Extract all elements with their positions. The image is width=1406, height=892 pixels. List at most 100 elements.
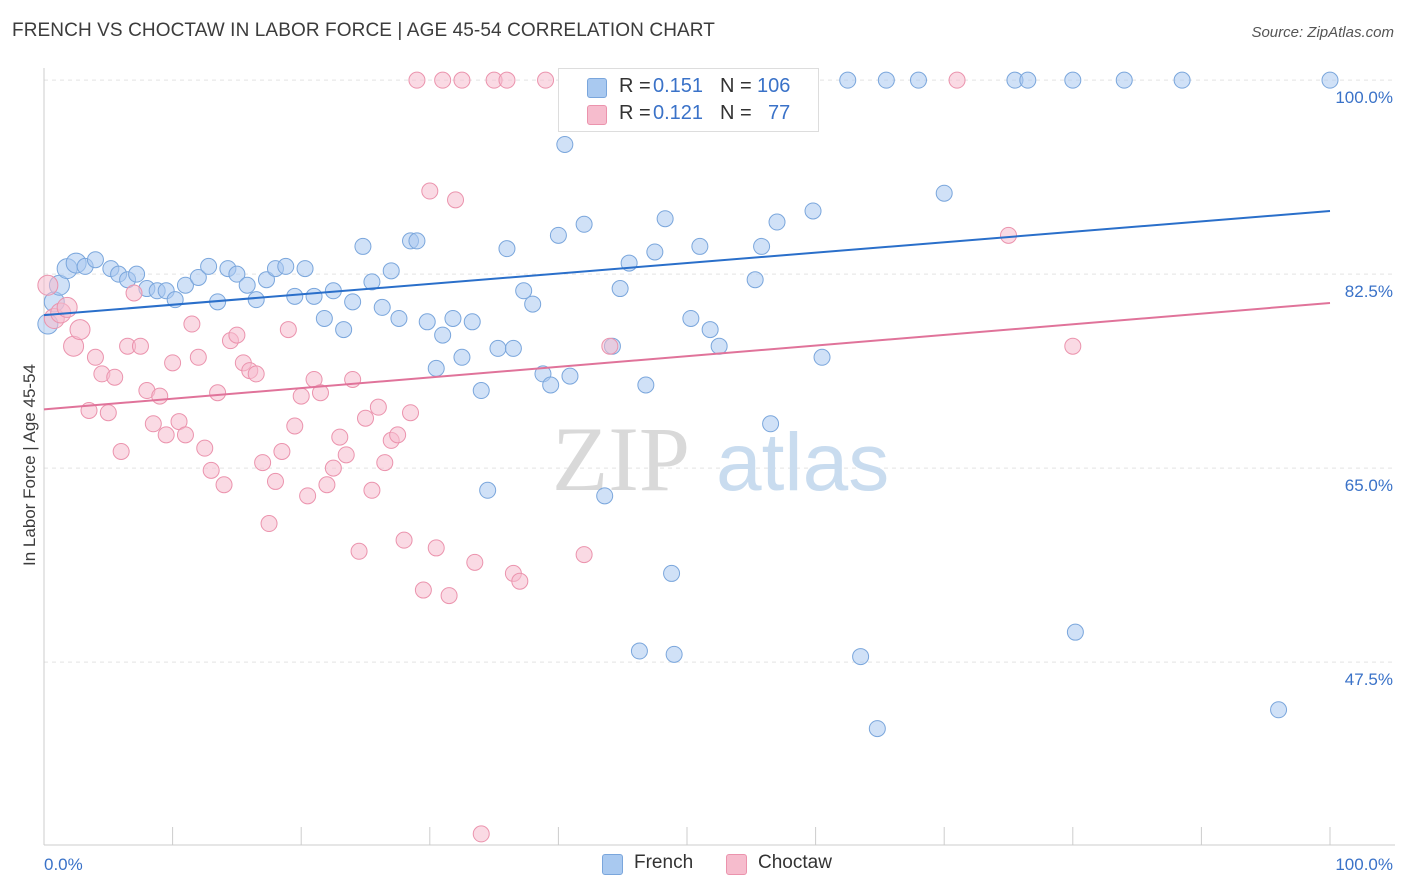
choctaw-point (324, 459, 342, 477)
french-legend-label: French (634, 852, 694, 873)
french-point (128, 265, 146, 283)
choctaw-point (37, 274, 59, 296)
french-point (344, 293, 362, 311)
choctaw-point (357, 409, 374, 427)
choctaw-point (402, 404, 420, 422)
french-point (1173, 71, 1191, 89)
french-point (596, 487, 614, 505)
french-point (305, 287, 323, 305)
french-point (852, 648, 870, 666)
french-point (176, 276, 194, 294)
french-point (427, 359, 445, 377)
french-point (418, 313, 436, 331)
french-point (390, 309, 408, 327)
french-point (373, 298, 391, 316)
french-point (813, 348, 831, 366)
french-trend-line (43, 209, 1331, 317)
french-point (630, 642, 648, 660)
french-point (1270, 701, 1288, 719)
choctaw-point (408, 71, 426, 89)
french-point (691, 237, 709, 255)
choctaw-point (106, 368, 124, 386)
french-legend-swatch (602, 854, 623, 875)
french-point (656, 210, 674, 228)
choctaw-point (511, 572, 529, 590)
choctaw-point (260, 515, 278, 533)
french-point (472, 382, 490, 400)
choctaw-point (176, 426, 194, 444)
french-r-label: R = (619, 75, 651, 97)
choctaw-trend-line (43, 301, 1331, 411)
french-point (575, 215, 593, 233)
french-point (804, 202, 822, 220)
choctaw-point (575, 546, 593, 564)
french-point (542, 376, 560, 394)
choctaw-point (537, 71, 555, 89)
choctaw-point (131, 337, 149, 355)
choctaw-point (311, 384, 329, 402)
choctaw-point (202, 461, 220, 479)
french-point (768, 213, 786, 231)
french-point (444, 309, 462, 327)
choctaw-point (292, 387, 310, 405)
choctaw-point (389, 426, 407, 444)
choctaw-point (434, 71, 452, 89)
choctaw-point (453, 71, 471, 89)
french-point (839, 71, 857, 89)
choctaw-point (157, 426, 175, 444)
french-point (296, 260, 314, 278)
choctaw-point (215, 476, 233, 494)
choctaw-point (447, 191, 465, 209)
french-point (762, 415, 780, 433)
french-point (453, 348, 471, 366)
choctaw-point (1000, 226, 1017, 244)
choctaw-point (99, 404, 117, 422)
french-point (663, 564, 681, 582)
choctaw-point (125, 284, 143, 302)
stats-legend: R = 0.151 N = 106 R = 0.121 N = 77 (558, 68, 819, 132)
choctaw-point (427, 539, 445, 557)
watermark-zip: ZIP (552, 408, 690, 510)
choctaw-point (144, 415, 162, 433)
watermark-atlas: atlas (716, 417, 889, 508)
french-point (238, 276, 256, 294)
choctaw-point (209, 384, 227, 402)
french-point (753, 237, 771, 255)
choctaw-legend-label: Choctaw (758, 852, 832, 873)
french-point (1115, 71, 1133, 89)
choctaw-point (299, 487, 317, 505)
french-point (315, 309, 333, 327)
x-tick-label: 100.0% (1335, 855, 1393, 874)
legend-row-french: R = 0.151 N = 106 (559, 73, 818, 101)
french-point (257, 271, 275, 289)
french-point (646, 243, 664, 261)
watermark: ZIP atlas (552, 408, 889, 510)
french-point (877, 71, 895, 89)
french-point (868, 720, 886, 738)
french-n-label: N = (720, 75, 752, 97)
french-point (479, 481, 497, 499)
choctaw-point (350, 542, 368, 560)
choctaw-point (472, 825, 490, 843)
choctaw-point (273, 443, 291, 460)
choctaw-point (331, 428, 349, 446)
french-point (277, 257, 295, 275)
choctaw-point (318, 476, 336, 494)
legend-row-choctaw: R = 0.121 N = 77 (559, 100, 818, 128)
french-point (286, 287, 304, 305)
french-point (463, 313, 481, 331)
french-point (498, 240, 516, 258)
french-swatch (587, 78, 607, 98)
french-point (935, 184, 953, 202)
french-point (363, 273, 381, 291)
y-tick-label: 47.5% (1345, 670, 1393, 689)
choctaw-point (421, 182, 439, 200)
french-point (228, 265, 246, 283)
choctaw-point (247, 365, 265, 383)
choctaw-legend-swatch (726, 854, 747, 875)
french-point (556, 135, 574, 153)
french-point (504, 339, 522, 357)
choctaw-point (1064, 337, 1082, 355)
french-point (611, 280, 629, 298)
